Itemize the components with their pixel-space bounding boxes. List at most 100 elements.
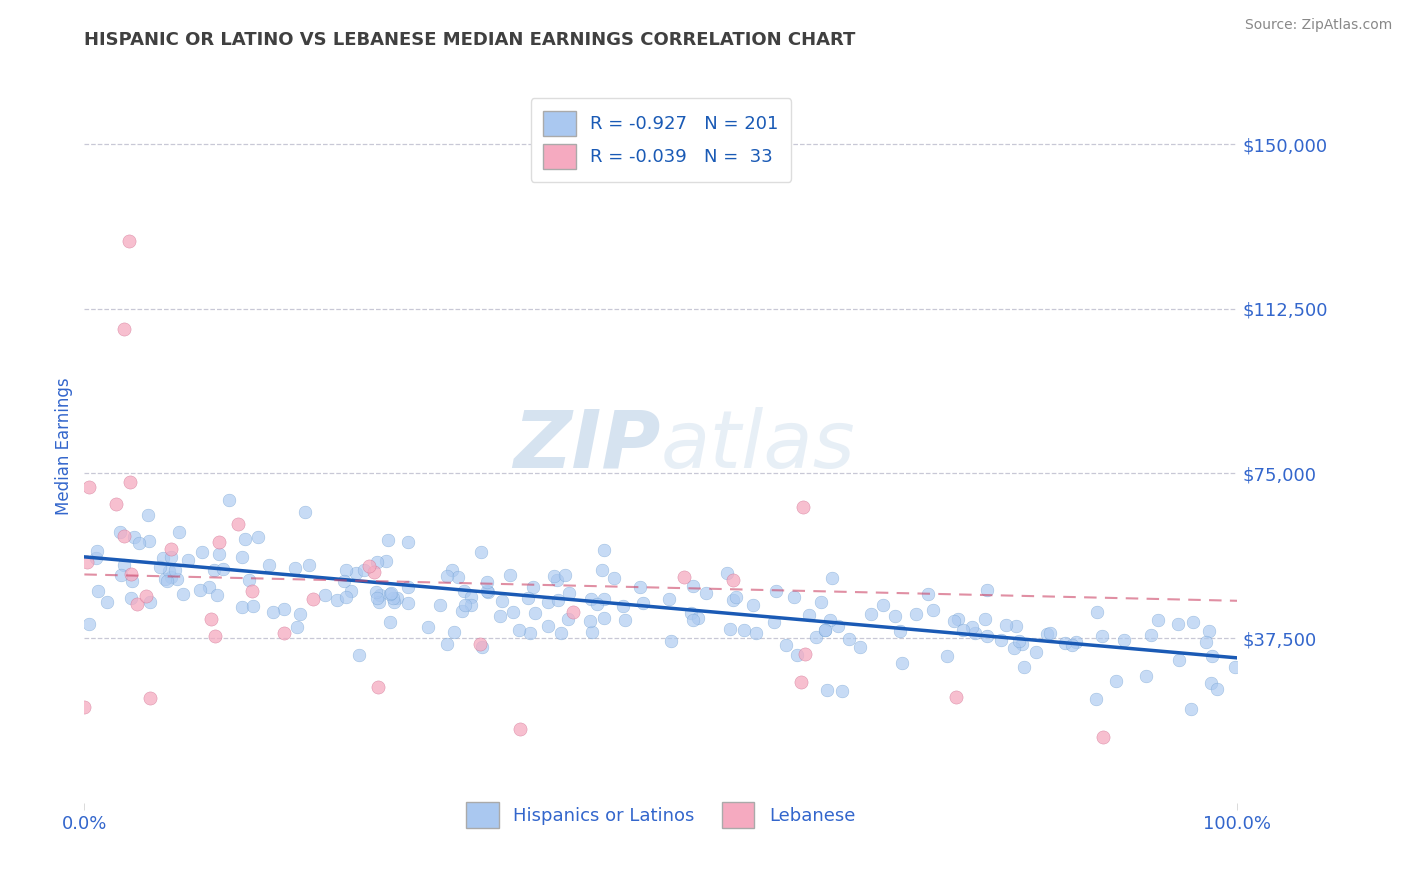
Point bbox=[1180, 702, 1202, 716]
Point bbox=[120, 475, 142, 490]
Point bbox=[76, 555, 98, 569]
Point bbox=[1039, 626, 1062, 640]
Point bbox=[120, 591, 142, 605]
Point bbox=[673, 570, 696, 584]
Point bbox=[917, 586, 939, 600]
Point bbox=[935, 649, 957, 664]
Point bbox=[491, 594, 513, 608]
Point bbox=[262, 605, 284, 619]
Point bbox=[612, 599, 634, 613]
Point bbox=[976, 582, 998, 597]
Point bbox=[460, 590, 482, 604]
Point bbox=[508, 624, 530, 638]
Point bbox=[922, 603, 945, 617]
Point bbox=[716, 566, 738, 580]
Point bbox=[592, 611, 614, 625]
Point bbox=[821, 571, 844, 585]
Point bbox=[138, 533, 160, 548]
Point bbox=[586, 598, 609, 612]
Point bbox=[208, 547, 231, 561]
Point bbox=[198, 580, 221, 594]
Point bbox=[335, 590, 357, 604]
Point bbox=[440, 563, 463, 577]
Point bbox=[797, 607, 820, 622]
Point bbox=[884, 609, 907, 624]
Point bbox=[294, 506, 316, 520]
Point bbox=[357, 559, 380, 574]
Point bbox=[499, 568, 522, 582]
Point bbox=[477, 585, 499, 599]
Point bbox=[353, 563, 375, 577]
Point bbox=[382, 591, 405, 605]
Legend: Hispanics or Latinos, Lebanese: Hispanics or Latinos, Lebanese bbox=[457, 793, 865, 837]
Point bbox=[849, 640, 872, 654]
Point bbox=[104, 497, 127, 511]
Point bbox=[765, 584, 787, 599]
Point bbox=[593, 542, 616, 557]
Point bbox=[990, 632, 1012, 647]
Point bbox=[166, 572, 188, 586]
Point bbox=[136, 508, 159, 522]
Point bbox=[152, 551, 174, 566]
Point bbox=[547, 593, 569, 607]
Point bbox=[121, 574, 143, 588]
Point bbox=[416, 620, 439, 634]
Point bbox=[974, 612, 997, 626]
Text: atlas: atlas bbox=[661, 407, 856, 485]
Point bbox=[792, 500, 814, 515]
Text: HISPANIC OR LATINO VS LEBANESE MEDIAN EARNINGS CORRELATION CHART: HISPANIC OR LATINO VS LEBANESE MEDIAN EA… bbox=[84, 31, 856, 49]
Point bbox=[285, 620, 308, 634]
Point bbox=[475, 584, 498, 599]
Point bbox=[889, 624, 911, 639]
Point bbox=[191, 545, 214, 559]
Point bbox=[363, 566, 385, 580]
Point bbox=[96, 594, 118, 608]
Point bbox=[242, 599, 264, 613]
Point bbox=[827, 619, 849, 633]
Point bbox=[945, 690, 967, 704]
Point bbox=[347, 648, 370, 663]
Point bbox=[682, 613, 704, 627]
Point bbox=[1066, 635, 1088, 649]
Point bbox=[905, 607, 928, 622]
Point bbox=[77, 617, 100, 632]
Point bbox=[1008, 633, 1031, 648]
Point bbox=[1025, 645, 1047, 659]
Point bbox=[246, 530, 269, 544]
Point bbox=[721, 573, 744, 587]
Point bbox=[818, 614, 841, 628]
Point bbox=[159, 549, 181, 564]
Point bbox=[558, 586, 581, 600]
Point bbox=[396, 596, 419, 610]
Point bbox=[872, 598, 894, 612]
Point bbox=[976, 629, 998, 643]
Point bbox=[157, 564, 180, 578]
Point bbox=[783, 590, 806, 604]
Point bbox=[443, 624, 465, 639]
Point bbox=[810, 595, 832, 609]
Point bbox=[207, 589, 229, 603]
Point bbox=[298, 558, 321, 573]
Point bbox=[1199, 675, 1222, 690]
Point bbox=[453, 583, 475, 598]
Point bbox=[387, 591, 409, 606]
Point bbox=[721, 592, 744, 607]
Point bbox=[659, 633, 682, 648]
Point bbox=[208, 535, 231, 549]
Point bbox=[1005, 619, 1028, 633]
Point bbox=[557, 612, 579, 626]
Point bbox=[1223, 659, 1246, 673]
Point bbox=[537, 595, 560, 609]
Point bbox=[1011, 637, 1033, 651]
Point bbox=[110, 567, 132, 582]
Point bbox=[1112, 633, 1135, 648]
Point bbox=[231, 599, 253, 614]
Point bbox=[167, 524, 190, 539]
Point bbox=[733, 623, 755, 637]
Point bbox=[156, 574, 179, 589]
Point bbox=[1091, 730, 1114, 744]
Point bbox=[377, 533, 399, 548]
Point bbox=[468, 638, 491, 652]
Point bbox=[745, 626, 768, 640]
Point bbox=[378, 615, 401, 629]
